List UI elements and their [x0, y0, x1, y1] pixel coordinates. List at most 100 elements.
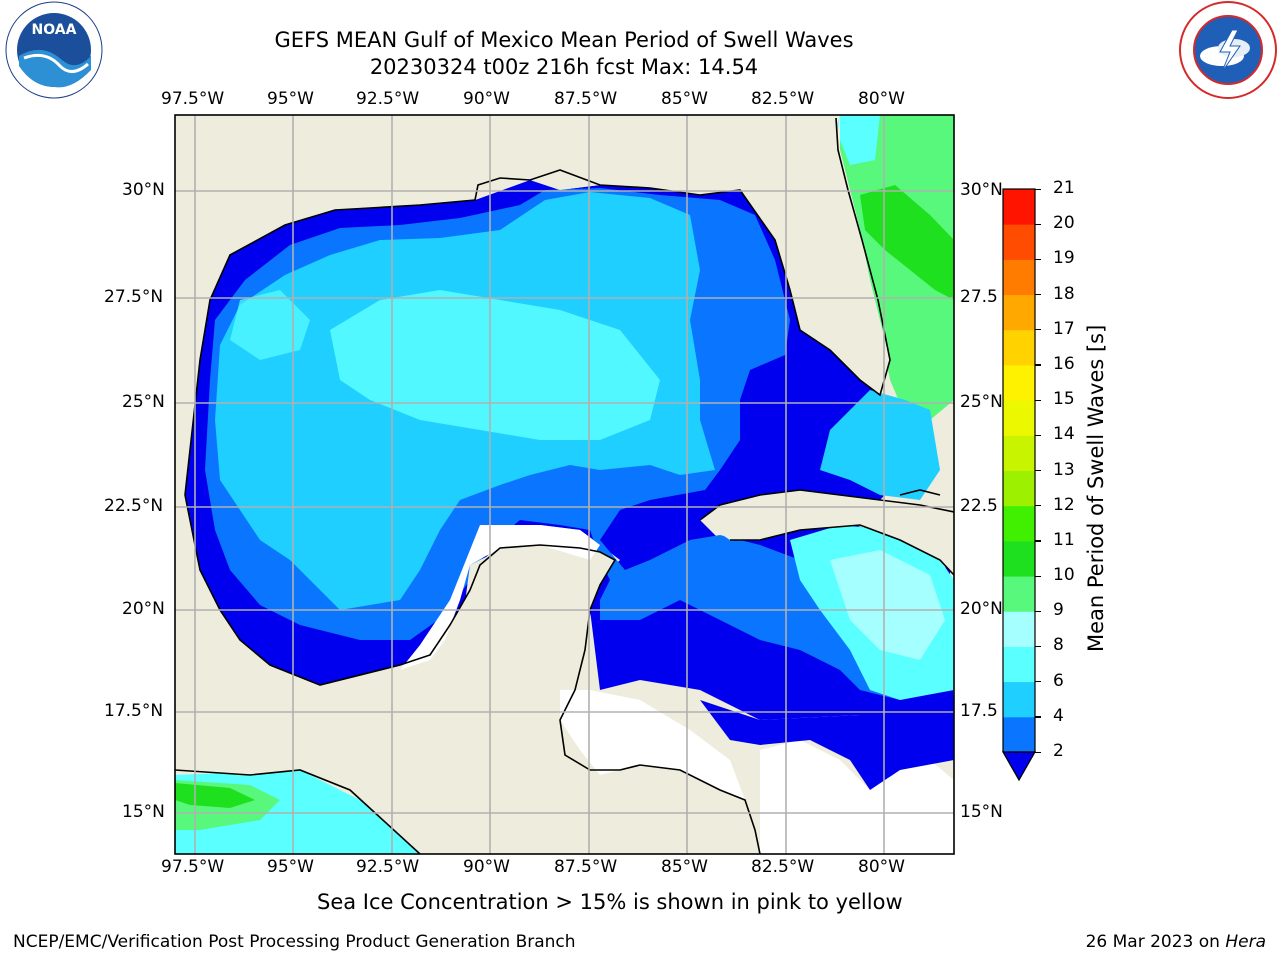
- colorbar-segment: [1003, 505, 1035, 542]
- colorbar-segment: [1003, 540, 1035, 577]
- colorbar-tick-mark: [1035, 610, 1041, 612]
- colorbar-tick-label: 2: [1053, 741, 1064, 761]
- colorbar-tick-mark: [1035, 364, 1041, 366]
- lat-label-left-1: 27.5°N: [104, 287, 164, 307]
- lat-label-left-4: 20°N: [122, 599, 165, 619]
- lon-label-top-2: 92.5°W: [356, 89, 420, 109]
- coastlines: [175, 117, 954, 854]
- us-gulf-coast-land: [175, 115, 890, 495]
- colorbar-tick-label: 15: [1053, 389, 1075, 410]
- colorbar-tick-mark: [1035, 751, 1041, 753]
- caribbean-swell-region-9s: [830, 550, 945, 660]
- lat-label-right-1: 27.5: [960, 287, 998, 307]
- noaa-wordmark: NOAA: [32, 22, 77, 38]
- lon-label-bottom-4: 87.5°W: [554, 857, 618, 877]
- colorbar-segment: [1003, 329, 1035, 366]
- no-data-white-yucatan: [400, 525, 600, 670]
- lon-label-bottom-3: 90°W: [463, 857, 510, 877]
- lat-label-left-0: 30°N: [122, 180, 165, 200]
- colorbar-tick-mark: [1035, 645, 1041, 648]
- lat-label-left-6: 15°N: [122, 802, 165, 822]
- colorbar-tick-label: 18: [1053, 283, 1075, 304]
- map-title: GEFS MEAN Gulf of Mexico Mean Period of …: [274, 28, 854, 52]
- colorbar-segment: [1003, 364, 1035, 401]
- sea-ice-note: Sea Ice Concentration > 15% is shown in …: [317, 890, 903, 914]
- lat-label-right-6: 15°N: [960, 802, 1003, 822]
- lon-label-top-1: 95°W: [267, 89, 314, 109]
- colorbar-tick-mark: [1035, 294, 1041, 296]
- lon-label-top-3: 90°W: [463, 89, 510, 109]
- map-frame: [174, 114, 955, 855]
- colorbar-tick-label: 4: [1053, 705, 1064, 726]
- lat-label-right-4: 20°N: [960, 599, 1003, 619]
- nws-logo: [1179, 1, 1277, 99]
- colorbar-tick-mark: [1035, 540, 1041, 542]
- footer-date-text: 26 Mar 2023 on: [1085, 932, 1226, 952]
- mexico-west-land: [175, 495, 320, 775]
- colorbar-underflow-triangle: [1001, 751, 1037, 782]
- cuba-land: [700, 490, 954, 575]
- colorbar-tick-mark: [1035, 188, 1041, 190]
- noaa-logo: NOAA: [5, 1, 103, 99]
- gulf-swell-patch-8s-b: [230, 290, 310, 360]
- colorbar-tick-mark: [1035, 329, 1041, 331]
- lon-label-bottom-5: 85°W: [661, 857, 708, 877]
- colorbar-tick-label: 6: [1053, 670, 1064, 691]
- colorbar-segment: [1003, 611, 1035, 647]
- colorbar-tick-mark: [1035, 470, 1041, 472]
- colorbar-segment: [1003, 435, 1035, 471]
- colorbar-segment: [1003, 646, 1035, 683]
- lat-label-right-3: 22.5: [960, 496, 998, 516]
- colorbar-tick-label: 17: [1053, 318, 1075, 339]
- colorbar-segment: [1003, 681, 1035, 718]
- colorbar-segment: [1003, 224, 1035, 260]
- colorbar-tick-label: 13: [1053, 459, 1075, 480]
- no-data-white-belize: [560, 690, 745, 800]
- bahamas-swell-region: [820, 390, 940, 500]
- footer-host: Hera: [1225, 932, 1266, 952]
- colorbar-tick-mark: [1035, 258, 1041, 261]
- colorbar-tick-label: 8: [1053, 635, 1064, 656]
- colorbar-tick-mark: [1035, 434, 1041, 436]
- colorbar-tick-mark: [1035, 399, 1041, 401]
- colorbar-tick-label: 16: [1053, 353, 1075, 374]
- colorbar-tick-mark: [1035, 223, 1041, 225]
- lon-label-bottom-6: 82.5°W: [751, 857, 815, 877]
- map-subtitle: 20230324 t00z 216h fcst Max: 14.54: [369, 55, 759, 79]
- lon-label-top-5: 85°W: [661, 89, 708, 109]
- colorbar-tick-label: 21: [1053, 178, 1075, 198]
- lat-label-right-5: 17.5: [960, 701, 998, 721]
- colorbar-segment: [1003, 400, 1035, 436]
- colorbar-tick-label: 9: [1053, 600, 1064, 621]
- colorbar-tick-label: 11: [1053, 529, 1075, 550]
- lon-label-bottom-0: 97.5°W: [161, 857, 225, 877]
- lat-label-left-5: 17.5°N: [104, 701, 164, 721]
- colorbar-segment: [1003, 294, 1035, 331]
- colorbar-tick-mark: [1035, 575, 1041, 577]
- colorbar: [1001, 188, 1037, 782]
- yucatan-land: [300, 540, 760, 854]
- colorbar-tick-label: 12: [1053, 494, 1075, 515]
- colorbar-segment: [1003, 716, 1035, 753]
- lon-label-bottom-1: 95°W: [267, 857, 314, 877]
- lat-label-left-2: 25°N: [122, 392, 165, 412]
- atlantic-swell-region-8s: [835, 115, 880, 165]
- florida-peninsula-land: [835, 115, 890, 395]
- lat-label-left-3: 22.5°N: [104, 496, 164, 516]
- colorbar-tick-label: 14: [1053, 424, 1075, 445]
- colorbar-segment: [1003, 189, 1035, 225]
- footer-branch: NCEP/EMC/Verification Post Processing Pr…: [13, 932, 576, 952]
- colorbar-tick-mark: [1035, 681, 1041, 683]
- colorbar-tick-mark: [1035, 716, 1041, 718]
- colorbar-tick-label: 10: [1053, 565, 1075, 586]
- lat-label-right-2: 25°N: [960, 392, 1003, 412]
- colorbar-segment: [1003, 576, 1035, 612]
- colorbar-tick-mark: [1035, 505, 1041, 507]
- lon-label-top-7: 80°W: [858, 89, 905, 109]
- colorbar-tick-label: 20: [1053, 213, 1075, 234]
- colorbar-segment: [1003, 470, 1035, 507]
- caribbean-swell-lower: [700, 700, 954, 790]
- lat-label-right-0: 30°N: [960, 180, 1003, 200]
- lon-label-top-6: 82.5°W: [751, 89, 815, 109]
